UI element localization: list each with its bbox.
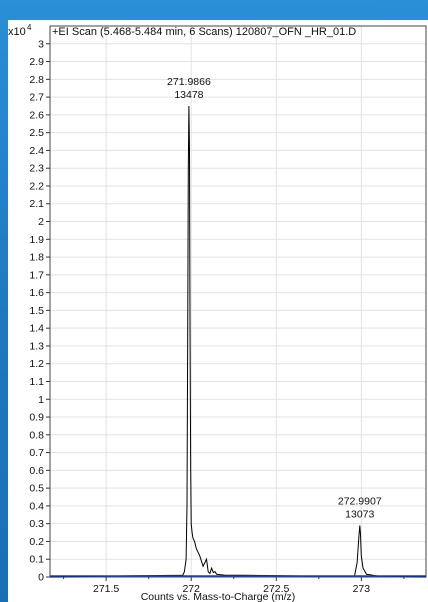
spectrum-line: [49, 105, 427, 578]
y-tick-label: 0.7: [29, 447, 44, 459]
y-tick-label: 1.8: [29, 252, 44, 264]
x-tick-label: 271.5: [93, 583, 119, 595]
y-tick-label: 2.3: [29, 163, 44, 175]
x-axis-title: Counts vs. Mass-to-Charge (m/z): [141, 591, 296, 602]
y-tick-label: 1.2: [29, 358, 44, 370]
y-tick-label: 0.8: [29, 429, 44, 441]
x-tick-label: 272.5: [263, 583, 289, 595]
y-tick-label: 2.7: [29, 92, 44, 104]
y-multiplier-label: x10: [8, 26, 26, 38]
y-tick-label: 2.5: [29, 127, 44, 139]
y-tick-label: 0.3: [29, 518, 44, 530]
y-tick-label: 0.1: [29, 554, 44, 566]
y-tick-label: 1.3: [29, 340, 44, 352]
peak-count-label: 13478: [174, 89, 203, 101]
y-tick-label: 1: [38, 394, 44, 406]
y-tick-label: 1.6: [29, 287, 44, 299]
plot-frame: [49, 25, 427, 578]
y-tick-label: 1.5: [29, 305, 44, 317]
grid-lines: [50, 26, 426, 578]
mass-spectrum-chart: x10 4 +EI Scan (5.468-5.484 min, 6 Scans…: [8, 23, 427, 602]
y-tick-label: 1.4: [29, 323, 44, 335]
x-tick-label: 272: [182, 583, 200, 595]
y-tick-label: 2.1: [29, 198, 44, 210]
y-tick-label: 0.5: [29, 483, 44, 495]
y-tick-label: 0: [38, 572, 44, 584]
y-tick-label: 1.9: [29, 234, 44, 246]
y-tick-label: 2.6: [29, 109, 44, 121]
y-multiplier-exponent: 4: [27, 23, 32, 32]
chart-panel: x10 4 +EI Scan (5.468-5.484 min, 6 Scans…: [8, 20, 428, 602]
chart-title: +EI Scan (5.468-5.484 min, 6 Scans) 1208…: [52, 26, 356, 38]
x-tick-label: 273: [353, 583, 371, 595]
y-tick-label: 0.9: [29, 412, 44, 424]
y-tick-label: 3: [38, 38, 44, 50]
peak-mz-label: 272.9907: [338, 495, 382, 507]
y-tick-label: 1.1: [29, 376, 44, 388]
peak-count-label: 13073: [345, 508, 374, 520]
y-tick-label: 2.8: [29, 74, 44, 86]
y-tick-label: 2.9: [29, 56, 44, 68]
y-tick-label: 2.4: [29, 145, 44, 157]
y-tick-label: 0.6: [29, 465, 44, 477]
y-tick-label: 2: [38, 216, 44, 228]
y-tick-label: 1.7: [29, 269, 44, 281]
y-tick-label: 2.2: [29, 180, 44, 192]
peak-mz-label: 271.9866: [167, 76, 211, 88]
y-tick-label: 0.2: [29, 536, 44, 548]
y-tick-label: 0.4: [29, 500, 44, 512]
